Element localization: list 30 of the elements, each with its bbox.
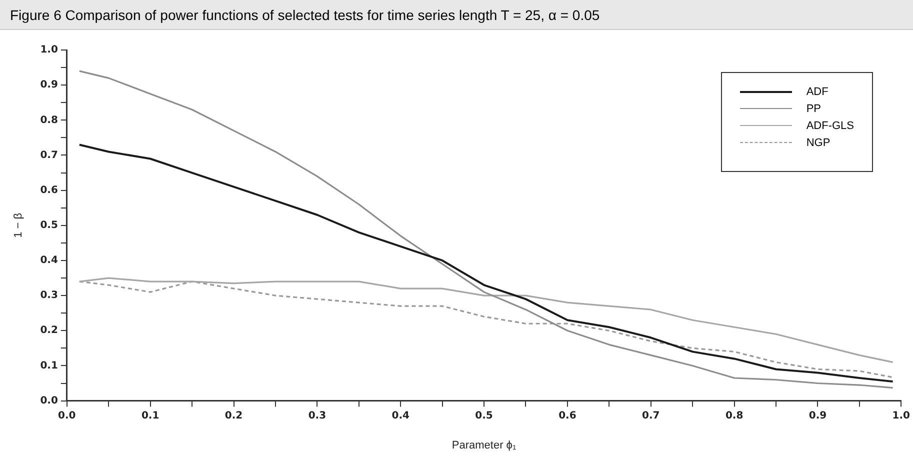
- x-tick-label: 0.6: [558, 410, 576, 422]
- y-axis-title: 1 − β: [12, 212, 25, 238]
- y-tick-label: 0.3: [40, 290, 58, 302]
- y-tick-label: 0.2: [40, 325, 58, 336]
- x-tick-label: 0.9: [808, 410, 827, 422]
- legend-label: NGP: [806, 136, 830, 148]
- y-tick-label: 0.8: [40, 114, 58, 126]
- x-tick-label: 0.5: [475, 410, 493, 422]
- x-tick-label: 0.4: [392, 410, 410, 422]
- y-tick-label: 1.0: [40, 44, 58, 56]
- chart-title: Figure 6 Comparison of power functions of selected tests for time series length T = 25, α = 0.05: [0, 0, 913, 30]
- x-tick-label: 0.8: [725, 410, 744, 422]
- y-tick-label: 0.0: [40, 395, 58, 406]
- line-series: [78, 280, 894, 378]
- x-tick-label: 1.0: [892, 410, 910, 422]
- x-tick-label: 0.0: [58, 410, 76, 422]
- y-tick-label: 0.1: [40, 360, 58, 372]
- x-tick-label: 0.3: [308, 410, 326, 422]
- y-tick-label: 0.4: [40, 255, 58, 266]
- x-tick-label: 0.2: [224, 410, 243, 422]
- x-tick-label: 0.7: [642, 410, 660, 422]
- legend-label: ADF-GLS: [806, 120, 854, 132]
- y-tick-label: 0.5: [40, 220, 58, 231]
- legend-label: PP: [806, 102, 821, 114]
- y-tick-label: 0.9: [40, 80, 58, 91]
- legend-label: ADF: [806, 86, 828, 98]
- y-tick-label: 0.6: [40, 184, 58, 196]
- y-tick-label: 0.7: [40, 150, 58, 161]
- x-axis-title: Parameter ϕ₁: [452, 439, 516, 452]
- x-tick-label: 0.1: [141, 410, 160, 422]
